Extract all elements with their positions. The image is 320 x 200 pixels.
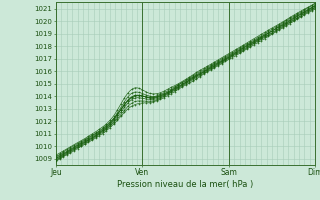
X-axis label: Pression niveau de la mer( hPa ): Pression niveau de la mer( hPa ) [117,180,254,189]
